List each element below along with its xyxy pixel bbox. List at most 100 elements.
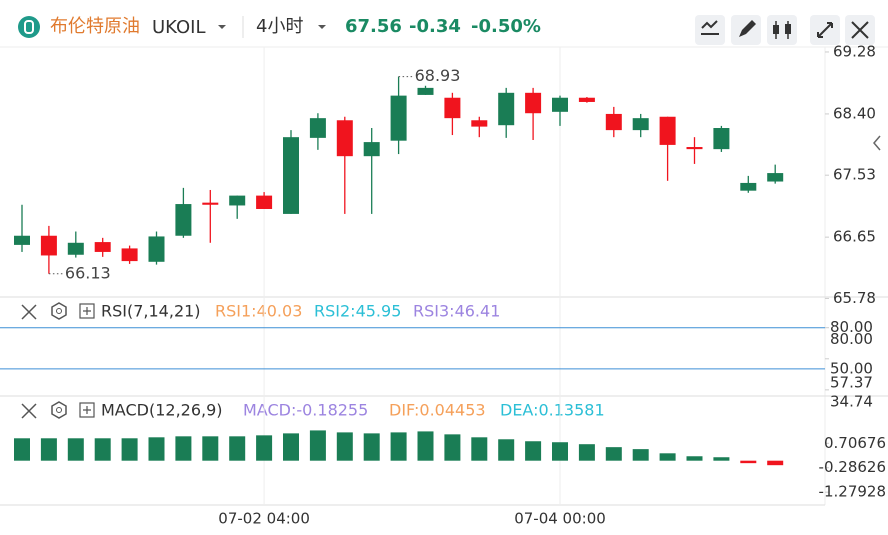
expand-icon[interactable] bbox=[79, 402, 95, 418]
toolbar bbox=[695, 15, 875, 45]
candle-body bbox=[175, 204, 192, 236]
candle-body bbox=[498, 92, 515, 126]
last-price: 67.56 bbox=[345, 16, 402, 37]
y-tick-label: 34.74 bbox=[830, 392, 873, 410]
histogram-bar bbox=[121, 438, 138, 461]
candle-body bbox=[363, 142, 380, 157]
annotation-label: 66.13 bbox=[65, 263, 111, 282]
candle-body bbox=[67, 242, 84, 255]
instrument-symbol[interactable]: UKOIL bbox=[152, 17, 206, 38]
histogram-bar bbox=[175, 436, 192, 461]
histogram-bar bbox=[471, 437, 488, 461]
remove-icon[interactable] bbox=[21, 403, 37, 419]
indicator-title: RSI(7,14,21) bbox=[101, 302, 201, 321]
candle-style-body bbox=[785, 24, 791, 34]
header-bar: 布伦特原油 UKOIL 4小时 67.56 -0.34 -0.50% bbox=[18, 15, 875, 45]
histogram-bar bbox=[659, 453, 676, 461]
legend-entry: DEA:0.13581 bbox=[500, 401, 605, 420]
histogram-bar bbox=[40, 438, 57, 461]
histogram-bar bbox=[767, 460, 784, 466]
candle-body bbox=[229, 195, 246, 206]
expand-icon-plus bbox=[83, 307, 91, 315]
candle-body bbox=[202, 202, 219, 205]
y-tick-label: 67.53 bbox=[833, 166, 876, 184]
candle-body bbox=[713, 128, 730, 150]
candle-body bbox=[256, 195, 273, 209]
collapse-arrow[interactable] bbox=[873, 135, 881, 151]
settings-icon[interactable] bbox=[51, 302, 67, 320]
legend-entry: RSI1:40.03 bbox=[215, 302, 302, 321]
instrument-name: 布伦特原油 bbox=[50, 16, 140, 37]
candle-style-button[interactable] bbox=[767, 15, 797, 45]
remove-icon[interactable] bbox=[21, 304, 37, 320]
interval[interactable]: 4小时 bbox=[256, 16, 303, 37]
histogram-bar bbox=[632, 449, 649, 461]
y-tick-label: 66.65 bbox=[833, 228, 876, 246]
candle-body bbox=[336, 120, 353, 157]
candle-body bbox=[552, 97, 568, 112]
settings-icon[interactable] bbox=[51, 401, 67, 419]
rsi-header: RSI(7,14,21) RSI1:40.03 RSI2:45.95 RSI3:… bbox=[21, 302, 500, 321]
histogram-bar bbox=[390, 432, 407, 461]
histogram-bar bbox=[740, 460, 757, 464]
histogram-bar bbox=[94, 438, 111, 461]
indicator-title: MACD(12,26,9) bbox=[101, 401, 223, 420]
y-tick-label: -0.28626 bbox=[819, 458, 886, 476]
interval-dropdown[interactable] bbox=[318, 25, 326, 29]
indicator-button[interactable] bbox=[695, 15, 725, 45]
settings-icon-dot bbox=[56, 407, 62, 413]
price-change: -0.34 bbox=[409, 16, 461, 37]
y-tick-label: 57.37 bbox=[830, 373, 873, 391]
histogram-bar bbox=[578, 444, 595, 461]
histogram-bar bbox=[417, 431, 434, 461]
histogram-bar bbox=[309, 430, 326, 461]
candle-body bbox=[94, 242, 111, 252]
y-tick-label: 0.70676 bbox=[824, 434, 886, 452]
histogram-bar bbox=[229, 436, 246, 461]
candle-body bbox=[121, 248, 138, 262]
candle-body bbox=[578, 97, 595, 102]
legend-entry: RSI3:46.41 bbox=[413, 302, 500, 321]
candle-body bbox=[632, 118, 649, 131]
histogram-bar bbox=[605, 447, 622, 461]
histogram-bar bbox=[686, 456, 703, 461]
histogram-bar bbox=[525, 441, 542, 461]
fullscreen-icon bbox=[817, 22, 833, 38]
candle-body bbox=[283, 137, 299, 214]
expand-icon-plus bbox=[83, 406, 91, 414]
histogram-bar bbox=[67, 438, 84, 461]
histogram-bar bbox=[498, 439, 515, 461]
histogram-bar bbox=[148, 437, 165, 461]
price-change-pct: -0.50% bbox=[471, 16, 541, 37]
y-tick-label: 69.28 bbox=[833, 42, 876, 60]
indicator-icon bbox=[701, 20, 719, 35]
histogram-bar bbox=[202, 436, 219, 461]
reference-label: 50.00 bbox=[830, 359, 873, 377]
histogram-bar bbox=[713, 457, 730, 461]
y-tick-label: 68.40 bbox=[833, 104, 876, 122]
candle-body bbox=[444, 97, 461, 119]
histogram-bar bbox=[283, 433, 299, 461]
candle-body bbox=[525, 92, 542, 114]
macd-header: MACD(12,26,9) MACD:-0.18255 DIF:0.04453 … bbox=[21, 401, 605, 420]
settings-icon-dot bbox=[56, 308, 62, 314]
expand-icon[interactable] bbox=[79, 303, 95, 319]
symbol-dropdown[interactable] bbox=[218, 25, 226, 29]
candle-body bbox=[417, 87, 434, 95]
draw-icon bbox=[739, 20, 756, 37]
legend-entry: RSI2:45.95 bbox=[314, 302, 401, 321]
x-tick-label: 07-04 00:00 bbox=[514, 510, 606, 528]
candle-body bbox=[659, 116, 676, 145]
candle-body bbox=[14, 235, 30, 245]
close-icon bbox=[851, 21, 869, 39]
candle-body bbox=[740, 182, 757, 191]
candle-body bbox=[471, 120, 488, 127]
candle-body bbox=[40, 235, 57, 256]
legend-entry: DIF:0.04453 bbox=[389, 401, 486, 420]
y-tick-label: 80.00 bbox=[830, 330, 873, 348]
histogram-bar bbox=[14, 438, 30, 461]
symbol-icon-glyph bbox=[24, 20, 34, 34]
legend-entry: MACD:-0.18255 bbox=[243, 401, 368, 420]
